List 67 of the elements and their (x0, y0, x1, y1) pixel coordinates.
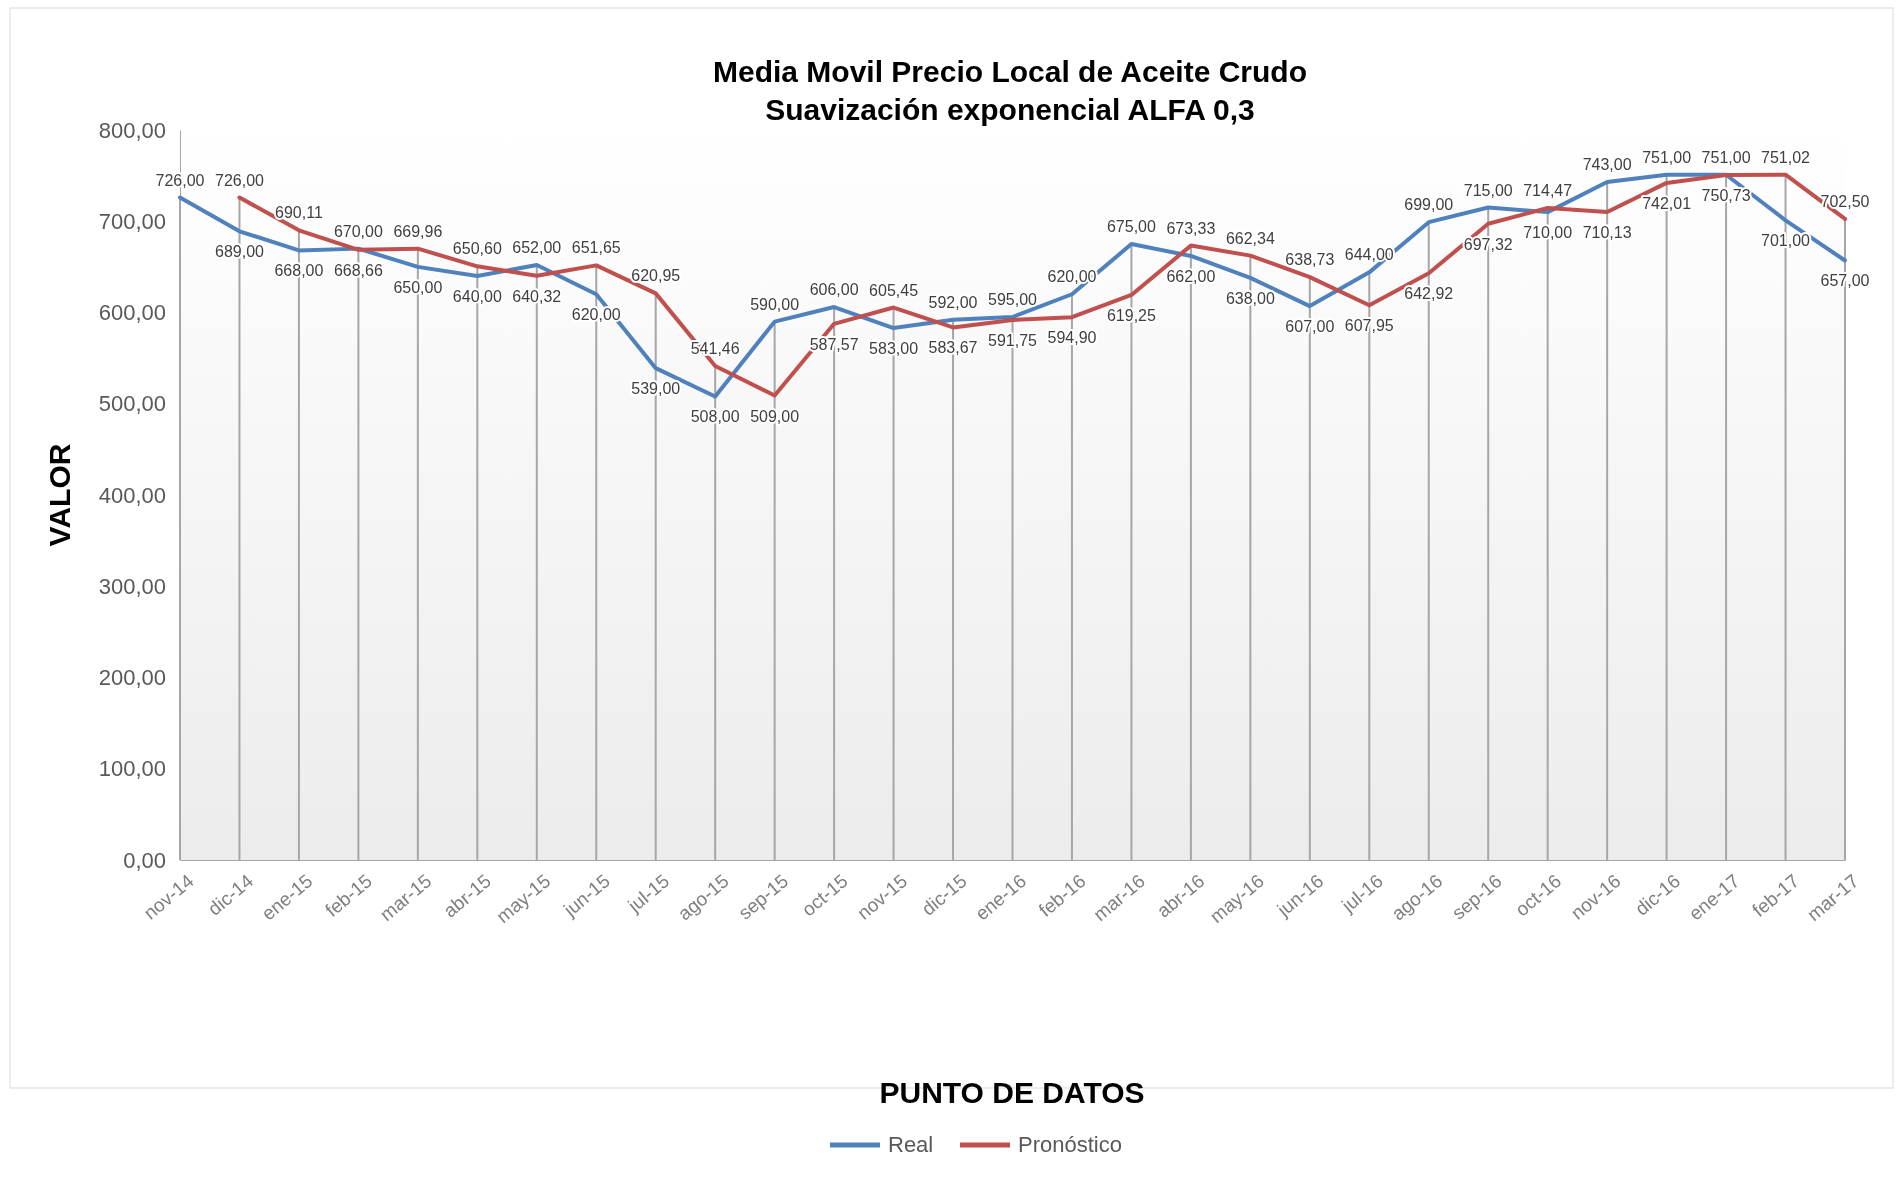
data-label: 509,00 (750, 407, 800, 425)
y-axis-title: VALOR (43, 443, 76, 547)
data-label: 583,67 (928, 339, 978, 357)
data-label: 605,45 (869, 281, 919, 299)
data-label: 657,00 (1820, 272, 1870, 290)
data-label: 697,32 (1463, 235, 1513, 253)
data-label: 726,00 (155, 171, 205, 189)
data-label: 583,00 (869, 340, 919, 358)
data-label: 607,95 (1344, 317, 1394, 335)
data-label: 595,00 (988, 291, 1038, 309)
data-label: 539,00 (631, 380, 681, 398)
data-label: 662,34 (1225, 229, 1275, 247)
data-label: 650,60 (452, 240, 502, 258)
data-label: 668,66 (333, 261, 383, 279)
y-tick-label: 300,00 (98, 573, 166, 599)
data-label: 702,50 (1820, 192, 1870, 210)
data-label: 652,00 (512, 239, 562, 257)
data-label: 751,02 (1761, 148, 1811, 166)
data-label: 750,73 (1701, 186, 1751, 204)
data-label: 743,00 (1582, 156, 1632, 174)
data-label: 508,00 (690, 408, 740, 426)
data-label: 638,00 (1225, 289, 1275, 307)
data-label: 606,00 (809, 281, 859, 299)
data-label: 662,00 (1166, 267, 1216, 285)
legend-label: Real (888, 1132, 934, 1157)
data-label: 650,00 (393, 278, 443, 296)
data-label: 690,11 (275, 204, 323, 222)
data-label: 651,65 (571, 239, 621, 257)
y-tick-label: 700,00 (98, 208, 166, 234)
x-axis-title: PUNTO DE DATOS (879, 1076, 1145, 1109)
y-tick-label: 800,00 (98, 117, 166, 143)
data-label: 714,47 (1523, 182, 1573, 200)
data-label: 638,73 (1285, 251, 1335, 269)
data-label: 590,00 (750, 295, 800, 313)
y-tick-label: 600,00 (98, 300, 166, 326)
data-label: 594,90 (1047, 329, 1097, 347)
data-label: 675,00 (1106, 218, 1156, 236)
data-label: 669,96 (393, 222, 443, 240)
data-label: 710,00 (1523, 224, 1573, 242)
chart-title: Media Movil Precio Local de Aceite Crudo (712, 55, 1308, 88)
y-tick-label: 400,00 (98, 482, 166, 508)
data-label: 642,92 (1404, 285, 1454, 303)
y-tick-label: 0,00 (123, 847, 166, 873)
legend-label: Pronóstico (1018, 1132, 1122, 1157)
data-label: 751,00 (1642, 148, 1692, 166)
data-label: 620,95 (631, 267, 681, 285)
data-label: 640,00 (452, 288, 502, 305)
data-label: 607,00 (1285, 318, 1335, 336)
y-tick-label: 200,00 (98, 665, 166, 691)
data-label: 670,00 (333, 222, 383, 240)
data-label: 742,01 (1642, 194, 1692, 212)
y-tick-label: 500,00 (98, 391, 166, 417)
data-label: 751,00 (1701, 148, 1751, 166)
data-label: 689,00 (215, 243, 265, 261)
data-label: 619,25 (1106, 306, 1156, 324)
data-label: 592,00 (928, 293, 978, 311)
data-label: 710,13 (1582, 224, 1632, 242)
data-label: 726,00 (215, 171, 265, 189)
data-label: 715,00 (1463, 181, 1513, 199)
data-label: 699,00 (1404, 196, 1454, 214)
data-label: 640,32 (512, 287, 562, 305)
data-label: 701,00 (1761, 232, 1811, 250)
y-tick-label: 100,00 (98, 756, 166, 782)
data-label: 591,75 (988, 332, 1038, 350)
data-label: 673,33 (1166, 219, 1216, 237)
chart-subtitle: Suavización exponencial ALFA 0,3 (765, 93, 1255, 126)
data-label: 668,00 (274, 262, 324, 280)
